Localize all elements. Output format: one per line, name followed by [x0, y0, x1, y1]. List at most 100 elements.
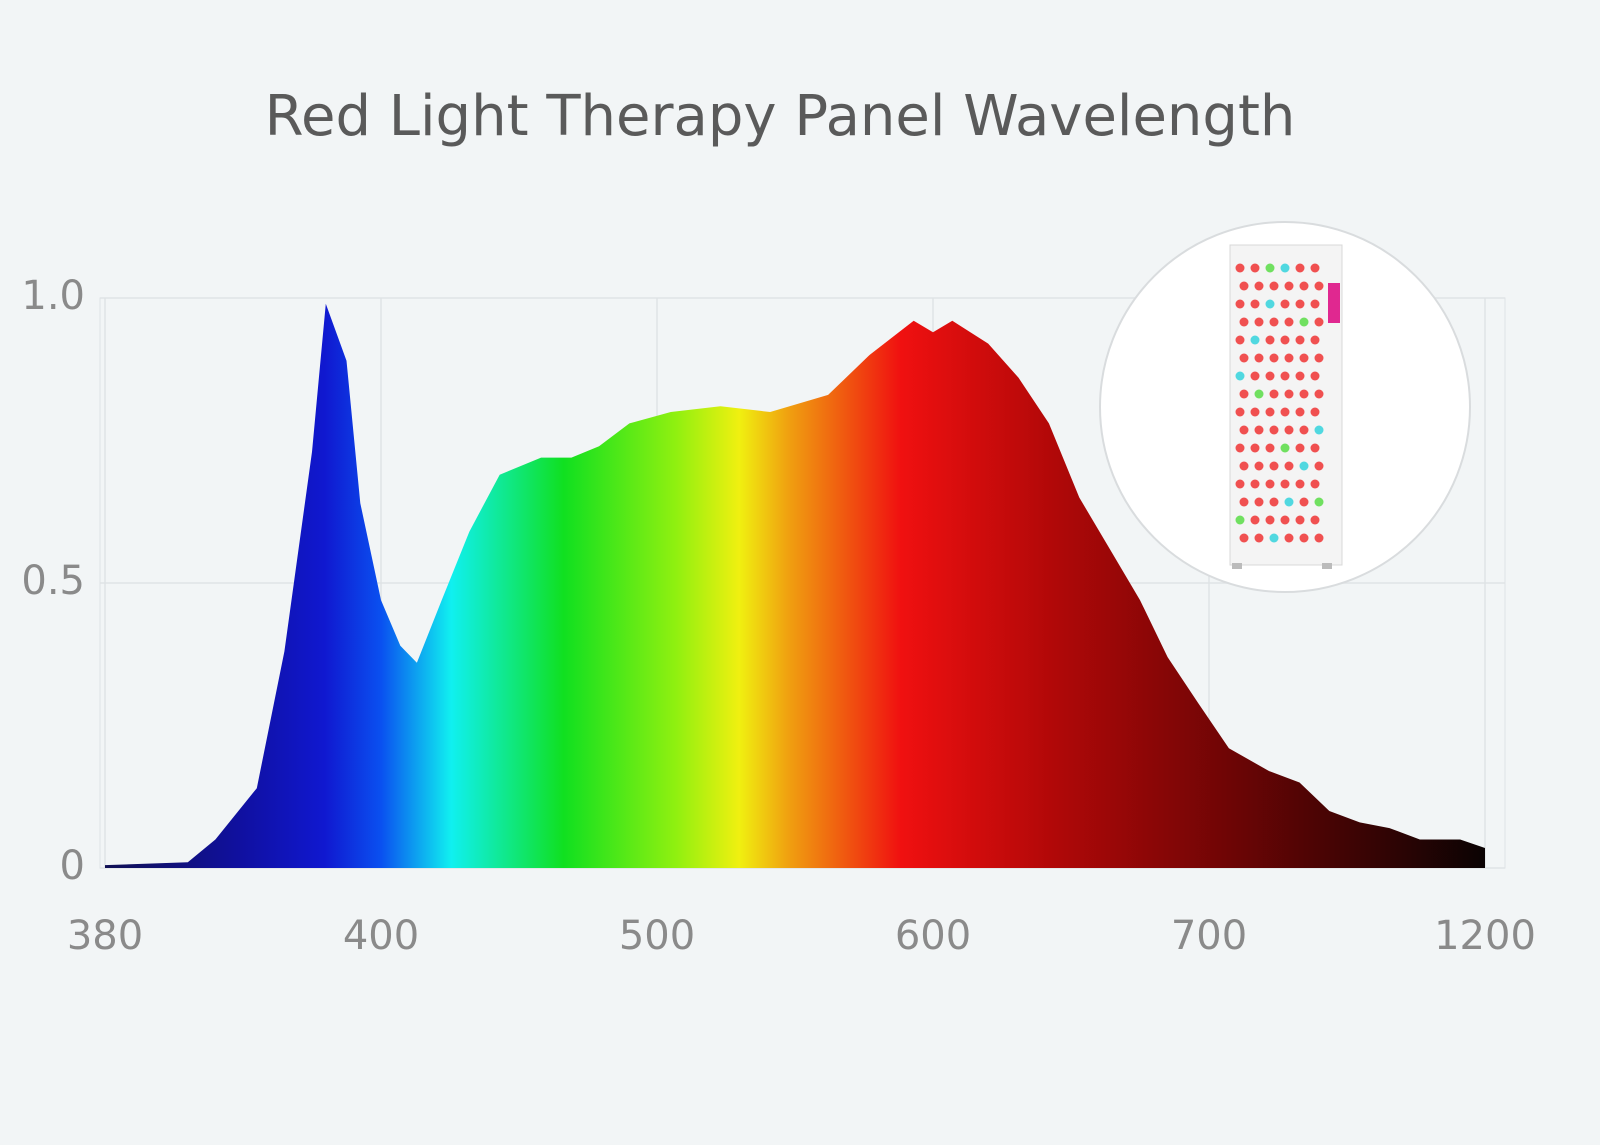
spectrum-area: [105, 303, 1485, 868]
x-tick-label: 700: [1171, 913, 1247, 959]
x-tick-label: 400: [343, 913, 419, 959]
panel-led: [1284, 461, 1294, 471]
panel-led: [1269, 317, 1279, 327]
panel-led: [1250, 299, 1260, 309]
panel-led: [1280, 515, 1290, 525]
panel-led: [1284, 425, 1294, 435]
y-tick-label: 0.5: [21, 558, 85, 604]
chart-title: Red Light Therapy Panel Wavelength: [265, 84, 1296, 149]
panel-led: [1269, 533, 1279, 543]
panel-led: [1299, 317, 1309, 327]
panel-led: [1280, 443, 1290, 453]
panel-led: [1310, 407, 1320, 417]
panel-led: [1239, 425, 1249, 435]
panel-led: [1250, 443, 1260, 453]
product-inset: [1099, 221, 1471, 593]
y-tick-label: 0: [60, 843, 85, 889]
panel-led: [1239, 353, 1249, 363]
panel-led: [1269, 461, 1279, 471]
panel-led: [1295, 263, 1305, 273]
panel-led: [1280, 371, 1290, 381]
panel-led: [1295, 407, 1305, 417]
panel-led: [1265, 299, 1275, 309]
panel-led: [1310, 515, 1320, 525]
panel-led: [1235, 407, 1245, 417]
panel-led: [1295, 479, 1305, 489]
panel-led: [1250, 371, 1260, 381]
panel-led: [1284, 533, 1294, 543]
panel-led: [1269, 353, 1279, 363]
panel-led: [1314, 281, 1324, 291]
panel-led: [1299, 353, 1309, 363]
x-tick-label: 380: [67, 913, 143, 959]
x-tick-label: 600: [895, 913, 971, 959]
panel-screen: [1328, 283, 1340, 323]
panel-led: [1314, 425, 1324, 435]
panel-led: [1254, 281, 1264, 291]
panel-led: [1254, 353, 1264, 363]
panel-led: [1299, 281, 1309, 291]
panel-led: [1284, 497, 1294, 507]
panel-led: [1265, 515, 1275, 525]
panel-led: [1239, 389, 1249, 399]
panel-led: [1254, 461, 1264, 471]
panel-led: [1295, 299, 1305, 309]
tick-labels: 0 0.5 1.0 380 400 500 600 700 1200: [21, 273, 1536, 959]
panel-led: [1295, 335, 1305, 345]
panel-led: [1265, 335, 1275, 345]
panel-led: [1250, 335, 1260, 345]
panel-led: [1299, 389, 1309, 399]
panel-led: [1299, 533, 1309, 543]
panel-led: [1239, 461, 1249, 471]
panel-led: [1235, 479, 1245, 489]
panel-led: [1284, 317, 1294, 327]
panel-led: [1254, 317, 1264, 327]
panel-led: [1269, 281, 1279, 291]
panel-led: [1235, 443, 1245, 453]
panel-led: [1269, 425, 1279, 435]
panel-led: [1254, 389, 1264, 399]
panel-led: [1254, 425, 1264, 435]
panel-led: [1269, 497, 1279, 507]
panel-led: [1299, 497, 1309, 507]
panel-led: [1284, 389, 1294, 399]
panel-led: [1254, 533, 1264, 543]
x-tick-label: 500: [619, 913, 695, 959]
panel-led: [1269, 389, 1279, 399]
panel-led: [1314, 533, 1324, 543]
panel-led: [1295, 443, 1305, 453]
panel-led: [1299, 461, 1309, 471]
panel-led: [1235, 335, 1245, 345]
panel-led: [1280, 407, 1290, 417]
panel-led: [1235, 371, 1245, 381]
panel-led: [1299, 425, 1309, 435]
panel-led: [1280, 299, 1290, 309]
panel-led: [1314, 353, 1324, 363]
panel-led: [1314, 317, 1324, 327]
panel-led: [1250, 263, 1260, 273]
panel-led: [1239, 533, 1249, 543]
panel-led: [1239, 281, 1249, 291]
panel-led: [1310, 479, 1320, 489]
panel-led: [1265, 479, 1275, 489]
panel-led: [1265, 443, 1275, 453]
panel-led: [1310, 443, 1320, 453]
panel-led: [1310, 371, 1320, 381]
panel-led: [1284, 281, 1294, 291]
panel-body: [1229, 244, 1343, 566]
panel-led: [1235, 299, 1245, 309]
panel-led: [1280, 263, 1290, 273]
panel-led: [1250, 407, 1260, 417]
panel-led: [1239, 317, 1249, 327]
panel-led: [1265, 371, 1275, 381]
panel-led: [1310, 299, 1320, 309]
panel-led: [1314, 497, 1324, 507]
panel-foot: [1232, 563, 1242, 569]
panel-led: [1310, 263, 1320, 273]
panel-led: [1280, 479, 1290, 489]
y-tick-label: 1.0: [21, 273, 85, 319]
x-tick-label: 1200: [1434, 913, 1536, 959]
panel-led: [1235, 515, 1245, 525]
